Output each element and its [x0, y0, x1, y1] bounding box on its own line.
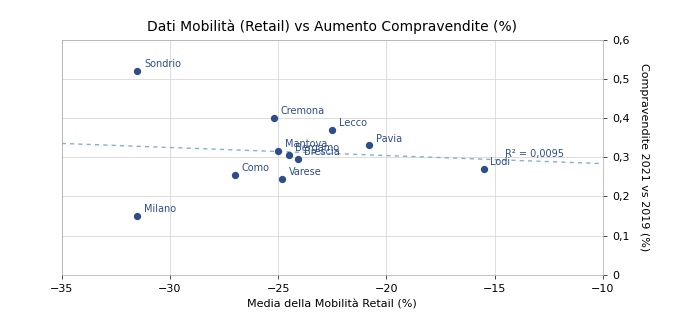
- Point: [478, 166, 489, 171]
- X-axis label: Media della Mobilità Retail (%): Media della Mobilità Retail (%): [247, 299, 417, 309]
- Point: [364, 143, 375, 148]
- Point: [327, 127, 338, 132]
- Point: [132, 69, 143, 74]
- Text: Varese: Varese: [289, 167, 322, 177]
- Text: Brescia: Brescia: [304, 147, 340, 157]
- Y-axis label: Compravendite 2021 vs 2019 (%): Compravendite 2021 vs 2019 (%): [639, 63, 649, 251]
- Text: Milano: Milano: [144, 204, 176, 214]
- Text: Pavia: Pavia: [375, 133, 401, 144]
- Text: Lodi: Lodi: [490, 157, 510, 167]
- Text: Sondrio: Sondrio: [144, 59, 181, 69]
- Text: Bergamo: Bergamo: [295, 143, 340, 153]
- Point: [229, 172, 240, 177]
- Point: [277, 176, 288, 181]
- Point: [273, 149, 284, 154]
- Text: Lecco: Lecco: [338, 118, 366, 128]
- Point: [132, 213, 143, 218]
- Text: Cremona: Cremona: [280, 106, 325, 116]
- Point: [269, 116, 279, 121]
- Point: [292, 157, 303, 162]
- Point: [284, 153, 295, 158]
- Text: Como: Como: [241, 163, 269, 173]
- Title: Dati Mobilità (Retail) vs Aumento Compravendite (%): Dati Mobilità (Retail) vs Aumento Compra…: [147, 20, 517, 34]
- Text: R² = 0,0095: R² = 0,0095: [505, 149, 564, 159]
- Text: Mantova: Mantova: [284, 139, 327, 149]
